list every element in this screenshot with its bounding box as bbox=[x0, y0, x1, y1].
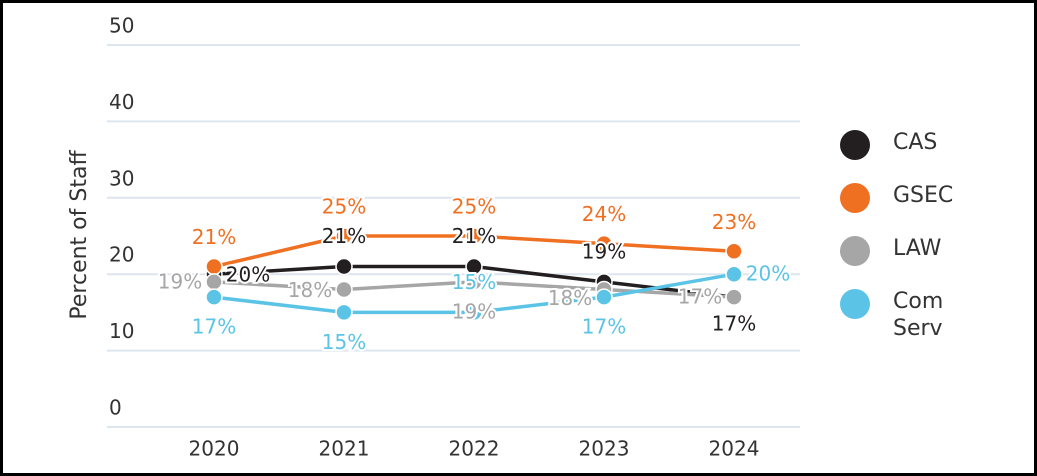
legend-label: LAW bbox=[893, 236, 942, 261]
x-tick-label: 2023 bbox=[579, 437, 630, 461]
data-label: 19% bbox=[452, 299, 496, 323]
data-label: 19% bbox=[582, 239, 626, 263]
data-label: 18% bbox=[548, 286, 592, 310]
data-point bbox=[725, 242, 743, 261]
data-label: 17% bbox=[582, 315, 626, 339]
data-label: 21% bbox=[322, 224, 366, 248]
data-point bbox=[205, 273, 223, 291]
data-label: 21% bbox=[192, 225, 236, 249]
data-label: 20% bbox=[746, 262, 790, 286]
data-label: 18% bbox=[288, 278, 332, 302]
legend-label: CAS bbox=[893, 130, 938, 155]
data-label: 24% bbox=[582, 202, 626, 226]
x-tick-label: 2021 bbox=[319, 437, 370, 461]
y-tick-label: 40 bbox=[109, 90, 134, 114]
data-point bbox=[465, 303, 483, 322]
data-label: 25% bbox=[452, 195, 496, 219]
data-point bbox=[725, 265, 743, 283]
legend-marker bbox=[840, 289, 870, 319]
data-point bbox=[465, 273, 483, 291]
legend-label: GSEC bbox=[893, 183, 954, 208]
data-label: 25% bbox=[322, 195, 366, 219]
legend-marker bbox=[840, 130, 870, 160]
data-label: 21% bbox=[452, 224, 496, 248]
data-label: 17% bbox=[712, 312, 756, 336]
y-tick-label: 10 bbox=[109, 319, 134, 343]
data-point bbox=[205, 288, 223, 306]
legend-marker bbox=[840, 183, 870, 213]
data-point bbox=[335, 303, 353, 322]
data-point bbox=[465, 227, 483, 245]
data-point bbox=[335, 227, 353, 245]
data-label: 15% bbox=[322, 330, 366, 354]
y-tick-label: 0 bbox=[109, 396, 122, 420]
y-tick-label: 20 bbox=[109, 243, 134, 267]
x-tick-label: 2020 bbox=[189, 437, 240, 461]
data-point bbox=[335, 280, 353, 299]
data-label: 19% bbox=[158, 269, 202, 293]
data-label: 20% bbox=[226, 263, 270, 287]
legend-marker bbox=[840, 236, 870, 266]
y-axis-label: Percent of Staff bbox=[67, 150, 92, 320]
y-tick-label: 30 bbox=[109, 166, 134, 190]
data-label: 15% bbox=[452, 270, 496, 294]
legend-label: Com Serv bbox=[893, 289, 944, 341]
data-label: 23% bbox=[712, 210, 756, 234]
data-point bbox=[725, 288, 743, 306]
y-tick-label: 50 bbox=[109, 14, 134, 38]
data-label: 17% bbox=[192, 315, 236, 339]
x-tick-label: 2022 bbox=[449, 437, 500, 461]
data-point bbox=[335, 257, 353, 276]
data-label: 17% bbox=[678, 285, 722, 309]
data-point bbox=[595, 234, 613, 253]
x-tick-label: 2024 bbox=[709, 437, 760, 461]
data-point bbox=[205, 257, 223, 276]
data-point bbox=[595, 288, 613, 306]
